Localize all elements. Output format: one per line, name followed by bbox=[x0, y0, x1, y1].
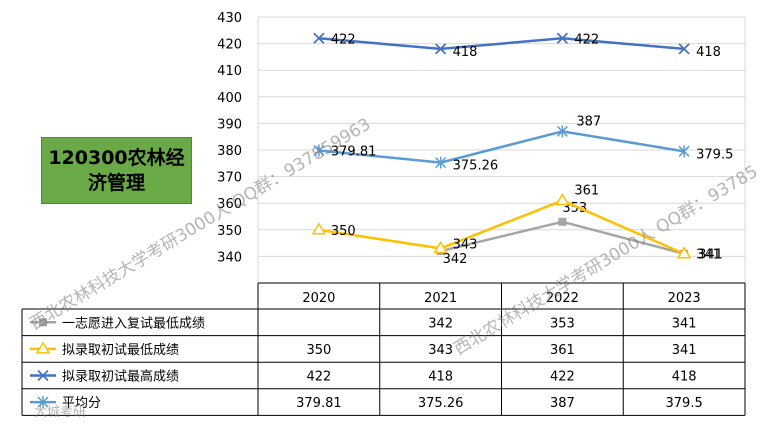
table-cell-0-1: 342 bbox=[428, 316, 453, 331]
series-3-point-0 bbox=[313, 144, 325, 157]
series-2-point-3 bbox=[678, 43, 690, 55]
series-3-point-3 bbox=[678, 145, 690, 158]
series-3-data-label-1: 375.26 bbox=[453, 159, 499, 174]
y-tick-label-400: 400 bbox=[217, 91, 242, 106]
series-line-1 bbox=[318, 199, 685, 255]
legend-key-marker-2 bbox=[37, 369, 49, 382]
series-2-data-label-1: 418 bbox=[453, 45, 478, 60]
series-3-point-1 bbox=[435, 156, 447, 169]
table-cell-3-2: 387 bbox=[550, 396, 575, 411]
data-table: 2020 2021 2022 2023 一志愿进入复试最低成绩 342 353 341 拟录取初… bbox=[21, 282, 746, 416]
program-badge-label: 120300农林经 济管理 bbox=[48, 146, 185, 194]
y-tick-label-340: 340 bbox=[217, 250, 242, 265]
table-cell-1-3: 341 bbox=[672, 343, 697, 358]
y-tick-label-360: 360 bbox=[217, 197, 242, 212]
table-cell-2-0: 422 bbox=[306, 370, 331, 385]
series-3-data-label-2: 387 bbox=[576, 114, 601, 129]
series-1-data-label-3: 341 bbox=[698, 248, 723, 263]
series-2-point-1 bbox=[434, 43, 447, 55]
legend-entry-1: 拟录取初试最低成绩 bbox=[62, 343, 179, 358]
plot-area: 342353341350343361341422418422418379.813… bbox=[311, 32, 733, 267]
series-2-data-label-0: 422 bbox=[331, 32, 356, 47]
legend-key-marker-0 bbox=[39, 318, 47, 327]
table-cell-0-2: 353 bbox=[550, 316, 575, 331]
table-cell-3-1: 375.26 bbox=[418, 396, 464, 411]
series-0-data-label-3: 341 bbox=[696, 248, 721, 263]
series-line-3 bbox=[318, 130, 685, 164]
legend-entry-2: 拟录取初试最高成绩 bbox=[62, 369, 179, 385]
series-2-point-0 bbox=[313, 32, 325, 44]
table-cell-3-3: 379.5 bbox=[666, 396, 703, 411]
legend-key-marker-3 bbox=[37, 396, 49, 409]
series-0-point-2 bbox=[558, 217, 567, 226]
y-tick-label-420: 420 bbox=[217, 38, 242, 53]
watermark-brand: 大城考研 bbox=[34, 401, 86, 420]
legend-entry-3: 平均分 bbox=[62, 396, 101, 411]
legend-entry-0: 一志愿进入复试最低成绩 bbox=[62, 316, 205, 331]
series-3-data-label-3: 379.5 bbox=[696, 147, 733, 162]
series-1-point-0 bbox=[311, 222, 327, 235]
series-1-data-label-2: 361 bbox=[574, 184, 599, 199]
table-cell-2-2: 422 bbox=[550, 370, 575, 385]
series-1-point-2 bbox=[555, 193, 570, 206]
y-tick-label-370: 370 bbox=[217, 171, 242, 186]
table-cell-1-2: 361 bbox=[550, 343, 575, 358]
table-cell-3-0: 379.81 bbox=[296, 396, 342, 411]
series-3-data-label-0: 379.81 bbox=[331, 145, 377, 160]
series-1-point-1 bbox=[433, 240, 448, 254]
series-2-data-label-3: 418 bbox=[696, 45, 721, 60]
y-tick-label-430: 430 bbox=[217, 11, 242, 26]
y-tick-label-350: 350 bbox=[217, 224, 242, 239]
series-0-data-label-1: 342 bbox=[443, 252, 468, 267]
x-category-label-2023: 2023 bbox=[668, 291, 701, 306]
series-2-point-2 bbox=[556, 32, 569, 44]
series-line-2 bbox=[318, 37, 685, 51]
series-1-data-label-1: 343 bbox=[453, 237, 478, 252]
table-cell-2-1: 418 bbox=[428, 370, 453, 385]
x-category-label-2020: 2020 bbox=[302, 291, 335, 306]
series-1-data-label-0: 350 bbox=[331, 224, 356, 239]
y-tick-label-390: 390 bbox=[217, 117, 242, 132]
table-cell-0-3: 341 bbox=[672, 316, 697, 331]
watermark-brand-text: 大城考研 bbox=[34, 405, 87, 420]
y-tick-label-380: 380 bbox=[217, 144, 242, 159]
x-category-label-2022: 2022 bbox=[546, 291, 579, 306]
table-cell-1-0: 350 bbox=[306, 343, 331, 358]
series-2-data-label-2: 422 bbox=[574, 32, 599, 47]
series-3-point-2 bbox=[556, 125, 568, 138]
y-axis: 340 350 360 370 380 390 400 410 420 430 bbox=[217, 11, 242, 265]
x-category-label-2021: 2021 bbox=[424, 291, 457, 306]
y-tick-label-410: 410 bbox=[217, 64, 242, 79]
legend-key-marker-1 bbox=[35, 341, 51, 354]
series-1-point-3 bbox=[676, 246, 692, 259]
table-cell-2-3: 418 bbox=[672, 370, 697, 385]
program-badge: 120300农林经 济管理 bbox=[41, 137, 192, 204]
table-cell-1-1: 343 bbox=[428, 343, 453, 358]
